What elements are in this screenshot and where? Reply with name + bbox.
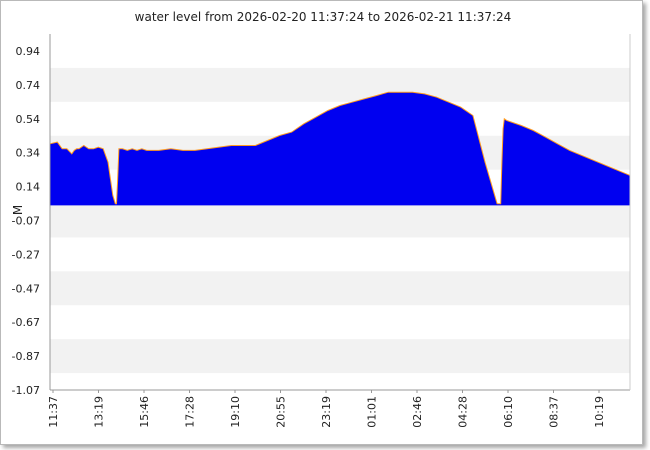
x-tick-label: 10:19 — [593, 396, 606, 428]
x-tick-label: 06:10 — [502, 396, 515, 428]
y-tick-label: -0.87 — [12, 350, 40, 363]
x-tick-labels: 11:37 13:19 15:46 17:28 19:10 20:55 23:19 01:01… — [47, 390, 606, 428]
x-tick-label: 20:55 — [275, 396, 288, 428]
y-tick-label: 0.94 — [16, 45, 41, 58]
y-tick-label: -0.47 — [12, 282, 40, 295]
axes — [49, 34, 631, 391]
y-tick-label: -0.27 — [12, 248, 40, 261]
x-tick-label: 08:37 — [548, 396, 561, 428]
y-tick-label: 0.74 — [16, 79, 41, 92]
x-tick-label: 01:01 — [366, 396, 379, 428]
y-tick-label: 0.14 — [16, 181, 41, 194]
x-tick-label: 23:19 — [320, 396, 333, 428]
y-tick-label: -0.67 — [12, 316, 40, 329]
area-layer — [49, 91, 631, 206]
grid-band — [50, 203, 630, 238]
chart-title: water level from 2026-02-20 11:37:24 to … — [135, 10, 512, 24]
grid-band — [50, 339, 630, 374]
x-tick-label: 11:37 — [47, 396, 60, 428]
grid-band — [50, 271, 630, 306]
y-tick-label: 0.54 — [16, 113, 41, 126]
y-tick-labels: 0.94 0.74 0.54 0.34 0.14 -0.07 -0.27 -0.47 -0.67… — [12, 45, 40, 397]
y-axis-label: M — [11, 205, 25, 215]
y-tick-label: -1.07 — [12, 384, 40, 397]
water-level-area — [50, 92, 630, 206]
grid-band — [50, 67, 630, 102]
x-tick-label: 02:46 — [411, 396, 424, 428]
x-tick-label: 19:10 — [229, 396, 242, 428]
x-tick-label: 15:46 — [138, 396, 151, 428]
x-tick-label: 04:28 — [457, 396, 470, 428]
x-tick-label: 13:19 — [93, 396, 106, 428]
water-level-line — [49, 91, 631, 205]
x-tick-label: 17:28 — [184, 396, 197, 428]
y-tick-label: 0.34 — [16, 147, 41, 160]
y-tick-label: -0.07 — [12, 215, 40, 228]
